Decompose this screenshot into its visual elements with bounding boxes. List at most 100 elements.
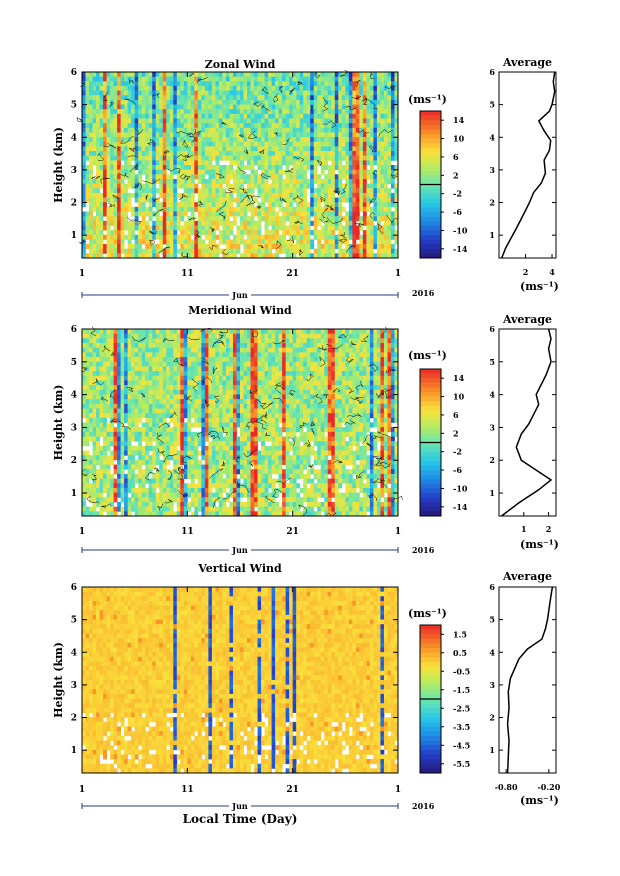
heatmap-cell: [148, 492, 153, 498]
heatmap-cell: [303, 127, 308, 133]
heatmap-cell: [359, 169, 364, 175]
heatmap-cell: [180, 85, 185, 91]
heatmap-cell: [113, 220, 118, 226]
heatmap-cell: [299, 239, 304, 245]
heatmap-cell: [120, 394, 125, 400]
contour-line: [76, 117, 84, 122]
heatmap-cell: [103, 357, 107, 363]
heatmap-cell: [250, 248, 255, 254]
heatmap-cell: [148, 464, 153, 470]
heatmap-cell: [99, 109, 104, 115]
heatmap-cell: [355, 109, 360, 115]
heatmap-cell: [376, 113, 381, 119]
heatmap-cell: [166, 230, 171, 236]
heatmap-cell: [204, 104, 209, 110]
heatmap-cell: [303, 211, 308, 217]
heatmap-cell: [334, 206, 339, 212]
heatmap-cell: [359, 197, 364, 203]
heatmap-cell: [96, 192, 100, 198]
heatmap-cell: [138, 174, 143, 180]
heatmap-cell: [215, 206, 220, 212]
heatmap-cell: [92, 352, 97, 358]
heatmap-cell: [236, 137, 241, 143]
heatmap-cell: [383, 230, 388, 236]
heatmap-cell: [348, 244, 353, 250]
heatmap-cell: [187, 95, 192, 101]
heatmap-cell: [362, 239, 367, 245]
heatmap-cell: [131, 85, 136, 91]
colorbar-step: [420, 138, 441, 144]
heatmap-cell: [194, 441, 199, 447]
heatmap-cell: [306, 146, 311, 152]
heatmap-cell: [289, 174, 294, 180]
heatmap-cell: [229, 174, 234, 180]
heatmap-cell: [268, 76, 272, 82]
colorbar-tick-label: -14: [453, 244, 468, 254]
contour-lines: [76, 69, 398, 258]
heatmap-cell: [229, 188, 234, 194]
heatmap-cell: [271, 230, 276, 236]
heatmap-cell: [159, 389, 164, 395]
heatmap-cell: [148, 352, 153, 358]
heatmap-cell: [89, 347, 93, 353]
heatmap-cell: [92, 76, 97, 82]
heatmap-cell: [383, 95, 388, 101]
heatmap-cell: [380, 174, 385, 180]
heatmap-cell: [148, 178, 153, 184]
heatmap-cell: [92, 431, 97, 437]
heatmap-cell: [338, 188, 343, 194]
heatmap-cell: [169, 230, 174, 236]
heatmap-cell: [334, 85, 339, 91]
heatmap-cell: [355, 188, 360, 194]
heatmap-cell: [261, 123, 265, 129]
heatmap-cell: [89, 385, 93, 391]
heatmap-cell: [166, 113, 171, 119]
heatmap-cell: [327, 165, 332, 171]
heatmap-cell: [271, 113, 276, 119]
heatmap-cell: [366, 151, 371, 157]
heatmap-cell: [141, 501, 146, 508]
heatmap-cell: [201, 506, 206, 512]
heatmap-cell: [159, 85, 164, 91]
heatmap-cell: [208, 160, 213, 166]
heatmap-cell: [110, 146, 114, 152]
heatmap-cell: [327, 127, 332, 133]
heatmap-cell: [110, 357, 114, 363]
heatmap-cell: [247, 206, 251, 212]
heatmap-cell: [303, 85, 308, 91]
heatmap-cell: [145, 239, 150, 245]
heatmap-cell: [271, 192, 276, 198]
heatmap-cell: [292, 234, 297, 240]
heatmap-cell: [92, 399, 97, 405]
heatmap-cell: [131, 375, 136, 381]
heatmap-cell: [117, 436, 122, 442]
heatmap-cell: [292, 141, 297, 147]
heatmap-cell: [197, 174, 202, 180]
heatmap-cell: [85, 333, 90, 339]
heatmap-cell: [303, 206, 308, 212]
heatmap-cell: [103, 338, 107, 344]
heatmap-cell: [282, 90, 287, 96]
heatmap-cell: [352, 248, 357, 254]
heatmap-cell: [152, 431, 157, 437]
heatmap-cell: [201, 338, 206, 344]
heatmap-cell: [120, 408, 125, 414]
contour-line: [210, 227, 215, 233]
heatmap-cell: [264, 165, 269, 171]
heatmap-cell: [348, 188, 353, 194]
heatmap-cell: [187, 403, 192, 409]
heatmap-cell: [247, 72, 251, 78]
heatmap-cell: [134, 478, 139, 484]
heatmap-cell: [285, 109, 290, 115]
heatmap-cell: [124, 160, 129, 166]
heatmap-cell: [82, 371, 86, 377]
heatmap-cell: [162, 230, 167, 236]
heatmap-cell: [131, 389, 136, 395]
heatmap-cell: [243, 202, 248, 208]
heatmap-cell: [225, 151, 230, 157]
heatmap-cell: [194, 492, 199, 498]
heatmap-cell: [222, 225, 227, 231]
heatmap-cell: [159, 132, 164, 138]
heatmap-cell: [180, 137, 185, 143]
heatmap-cell: [215, 234, 220, 240]
